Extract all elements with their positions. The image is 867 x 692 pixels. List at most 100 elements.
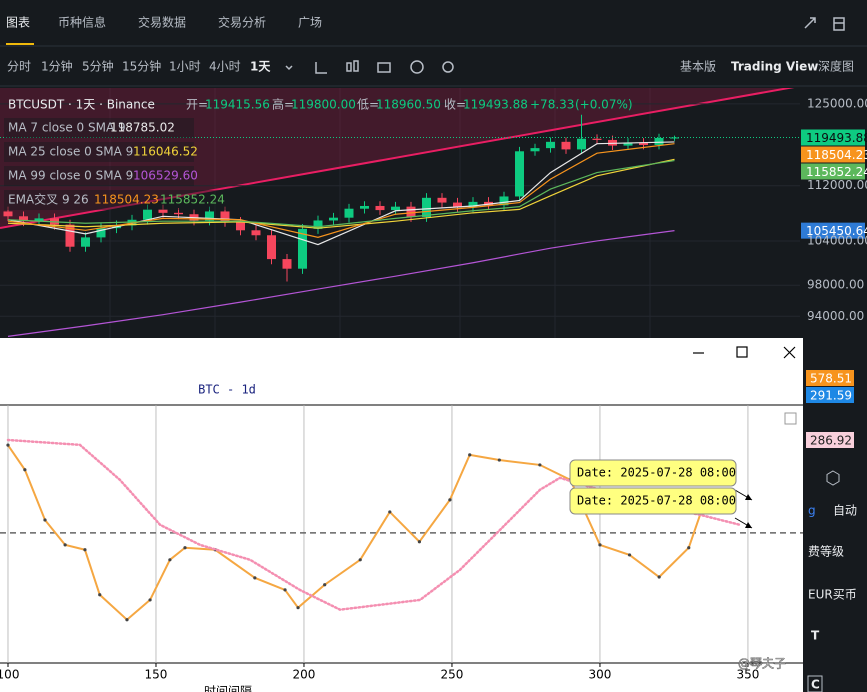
x-tick-label: 250: [441, 668, 464, 682]
series-point: [627, 553, 632, 557]
legend-backdrop: [4, 118, 194, 138]
settings-icon[interactable]: [442, 61, 454, 73]
candle-body: [623, 142, 633, 146]
nav-tab[interactable]: 币种信息: [58, 15, 106, 30]
price-tag-label: 286.92: [810, 434, 852, 448]
window-controls: [693, 346, 796, 359]
candle-body: [3, 211, 13, 217]
candle-body: [282, 259, 292, 269]
price-tag: [801, 163, 865, 180]
camera-icon[interactable]: [377, 62, 391, 73]
price-chart-overlay: BTCUSDT · 1天 · Binance 开=119415.56 高=11980…: [4, 97, 867, 239]
chart-title: BTC - 1d: [198, 383, 256, 397]
candle-body: [143, 209, 152, 220]
x-axis-label: 时间间隔: [204, 685, 252, 692]
arrow-head: [745, 494, 752, 500]
expand-icon[interactable]: [804, 17, 816, 29]
indicator-line: [7, 159, 675, 228]
x-tick-label: 300: [589, 668, 612, 682]
legend-name: MA 7 close 0 SMA 9: [8, 121, 126, 135]
interval-option[interactable]: 分时: [7, 60, 31, 74]
series-point: [148, 598, 152, 602]
draw-icon[interactable]: [315, 62, 327, 74]
price-tag: [806, 432, 854, 448]
candle-body: [546, 141, 555, 149]
annotation-box: [569, 459, 737, 487]
buy-eur[interactable]: EUR买币: [808, 588, 857, 602]
interval-option[interactable]: 4小时: [209, 60, 241, 74]
link-text[interactable]: g: [808, 504, 816, 518]
candle-body: [96, 228, 106, 238]
interval-option[interactable]: 1小时: [169, 60, 201, 74]
annotation-box: [569, 487, 737, 515]
price-tag-label: 119493.88: [806, 131, 867, 145]
candle-body: [220, 211, 230, 222]
ohlc-label: 高=: [272, 97, 294, 112]
series-point: [43, 518, 47, 522]
nav-tab[interactable]: 图表: [6, 16, 30, 30]
ohlc-value: 119493.88: [463, 98, 528, 112]
ohlc-value: 118960.50: [376, 98, 441, 112]
candle-body: [313, 220, 323, 229]
nav-tab[interactable]: 广场: [298, 16, 322, 30]
candle-icon[interactable]: [353, 60, 359, 72]
candle-body: [298, 228, 307, 269]
interval-option[interactable]: 1天: [250, 60, 271, 74]
price-tag: [806, 387, 854, 403]
legend-backdrop: [4, 190, 234, 210]
watermark: @琴夫子: [738, 657, 786, 671]
candle-body: [251, 230, 261, 236]
close-button[interactable]: [783, 346, 796, 359]
price-tag-label: 578.51: [810, 372, 852, 386]
candle-body: [375, 205, 385, 211]
series-point: [538, 463, 542, 467]
series-point: [598, 543, 602, 547]
ohlc-label: 开=: [186, 98, 208, 112]
candle-body: [577, 138, 586, 150]
legend-value: 115852.24: [160, 193, 225, 207]
grid-icon[interactable]: [833, 17, 845, 31]
series-point: [388, 510, 392, 514]
toolbar-icons: [285, 17, 845, 74]
legend-backdrop: [4, 166, 194, 186]
price-tag-label: 291.59: [810, 389, 852, 403]
legend-name: EMA交叉 9 26: [8, 192, 89, 207]
price-tag: [801, 129, 865, 146]
series-point: [6, 443, 10, 447]
symbol-title: BTCUSDT · 1天 · Binance: [8, 98, 155, 112]
candle-body: [422, 197, 431, 217]
ohlc-value: 119415.56: [205, 98, 270, 112]
candle-body: [205, 211, 214, 221]
maximize-button[interactable]: [736, 346, 748, 358]
checkbox[interactable]: [784, 412, 797, 425]
nav-tab[interactable]: 交易数据: [138, 15, 186, 30]
series-point: [63, 543, 67, 547]
view-mode[interactable]: Trading View: [731, 60, 818, 74]
candle-body: [329, 217, 338, 221]
legend-name: MA 99 close 0 SMA 9: [8, 169, 133, 183]
candle-body: [453, 202, 462, 208]
plot-window: [0, 338, 803, 692]
interval-option[interactable]: 5分钟: [82, 59, 114, 74]
series-point: [23, 468, 27, 472]
y-tick-label: 94000.00: [807, 309, 864, 323]
price-change: +78.33: [530, 98, 574, 112]
add-icon[interactable]: [410, 60, 424, 74]
view-mode[interactable]: 基本版: [680, 60, 716, 74]
series-point: [358, 558, 362, 562]
y-tick-label: 98000.00: [807, 278, 864, 292]
x-tick-label: 200: [293, 668, 316, 682]
dropdown-icon[interactable]: [285, 65, 293, 71]
trend-line[interactable]: [0, 86, 800, 229]
candle-icon[interactable]: [346, 62, 352, 72]
interval-option[interactable]: 15分钟: [122, 59, 161, 74]
ohlc-label: 收=: [444, 98, 466, 112]
series-point: [125, 618, 129, 622]
nav-tab[interactable]: 交易分析: [218, 15, 266, 30]
candle-body: [654, 137, 664, 145]
series-point: [417, 540, 422, 544]
interval-option[interactable]: 1分钟: [41, 59, 73, 74]
auto-label[interactable]: 自动: [833, 504, 857, 518]
view-mode[interactable]: 深度图: [818, 59, 854, 74]
hex-icon[interactable]: [826, 470, 840, 486]
